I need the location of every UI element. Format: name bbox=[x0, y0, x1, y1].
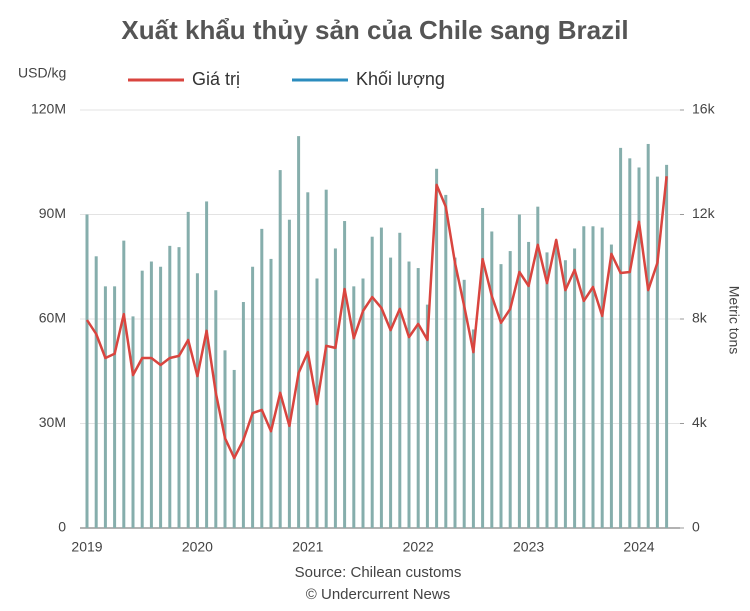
y-tick-label: 0 bbox=[58, 519, 66, 535]
copyright: © Undercurrent News bbox=[306, 586, 450, 603]
y-tick-label: 90M bbox=[39, 205, 66, 221]
y2-tick-label: 16k bbox=[692, 101, 716, 117]
source: Source: Chilean customs bbox=[295, 564, 462, 581]
x-tick-label: 2019 bbox=[71, 539, 102, 555]
bar bbox=[113, 286, 117, 528]
y-tick-label: 120M bbox=[31, 101, 66, 117]
bar bbox=[508, 251, 512, 528]
bar bbox=[646, 143, 650, 528]
y-tick-label: 30M bbox=[39, 414, 66, 430]
bar bbox=[251, 266, 255, 528]
bar bbox=[232, 369, 236, 528]
bar bbox=[85, 214, 89, 528]
bar bbox=[168, 245, 172, 528]
y2-tick-label: 8k bbox=[692, 310, 708, 326]
bar bbox=[352, 286, 356, 528]
x-tick-label: 2020 bbox=[182, 539, 213, 555]
bar bbox=[370, 236, 374, 529]
bar bbox=[517, 214, 521, 528]
y-tick-label: 60M bbox=[39, 310, 66, 326]
bar bbox=[324, 189, 328, 528]
bar bbox=[269, 258, 273, 528]
x-tick-label: 2023 bbox=[513, 539, 544, 555]
x-tick-label: 2021 bbox=[292, 539, 323, 555]
bar bbox=[490, 231, 494, 528]
bar bbox=[471, 329, 475, 528]
bar bbox=[122, 240, 126, 528]
bar bbox=[149, 261, 153, 528]
bar bbox=[462, 279, 466, 528]
bar bbox=[655, 176, 659, 528]
bar bbox=[499, 264, 503, 528]
bar bbox=[140, 270, 144, 528]
bar bbox=[527, 241, 531, 528]
bar bbox=[379, 227, 383, 528]
line bbox=[85, 176, 668, 460]
bar bbox=[287, 219, 291, 528]
bar bbox=[214, 290, 218, 528]
bar bbox=[131, 316, 135, 528]
y2-tick-label: 4k bbox=[692, 414, 708, 430]
x-tick-label: 2024 bbox=[623, 539, 654, 555]
bar bbox=[297, 136, 301, 528]
bar bbox=[609, 244, 613, 528]
bar bbox=[444, 194, 448, 528]
bar bbox=[435, 168, 439, 528]
bar bbox=[195, 273, 199, 528]
bar bbox=[619, 147, 623, 528]
bar bbox=[600, 227, 604, 528]
bar bbox=[186, 211, 190, 528]
legend-label: Khối lượng bbox=[356, 69, 445, 89]
bar bbox=[628, 158, 632, 529]
bar bbox=[554, 240, 558, 528]
bar bbox=[205, 201, 209, 528]
bar bbox=[637, 167, 641, 528]
bar bbox=[453, 257, 457, 528]
bar bbox=[103, 286, 107, 528]
bar bbox=[536, 206, 540, 528]
bar bbox=[278, 170, 282, 528]
bar bbox=[545, 252, 549, 528]
bar bbox=[361, 278, 365, 528]
bar bbox=[416, 268, 420, 528]
bar bbox=[177, 247, 181, 528]
bar bbox=[582, 226, 586, 528]
y2-tick-label: 12k bbox=[692, 205, 716, 221]
x-tick-label: 2022 bbox=[403, 539, 434, 555]
bar bbox=[573, 248, 577, 528]
bar bbox=[159, 266, 163, 528]
bar bbox=[563, 260, 567, 528]
bar bbox=[343, 221, 347, 528]
bar bbox=[389, 257, 393, 528]
chart-title: Xuất khẩu thủy sản của Chile sang Brazil bbox=[121, 15, 628, 45]
y2-tick-label: 0 bbox=[692, 519, 700, 535]
bar bbox=[407, 261, 411, 528]
bar bbox=[306, 192, 310, 528]
bar bbox=[241, 302, 245, 528]
bar bbox=[425, 304, 429, 528]
y2-axis-title: Metric tons bbox=[726, 286, 742, 354]
legend-label: Giá trị bbox=[192, 69, 240, 89]
bar bbox=[481, 207, 485, 528]
bar bbox=[333, 248, 337, 528]
y-axis-title: USD/kg bbox=[18, 65, 66, 81]
bar bbox=[398, 232, 402, 528]
bar bbox=[260, 228, 264, 528]
bar bbox=[665, 164, 669, 529]
bar bbox=[591, 226, 595, 528]
bar bbox=[94, 256, 98, 528]
